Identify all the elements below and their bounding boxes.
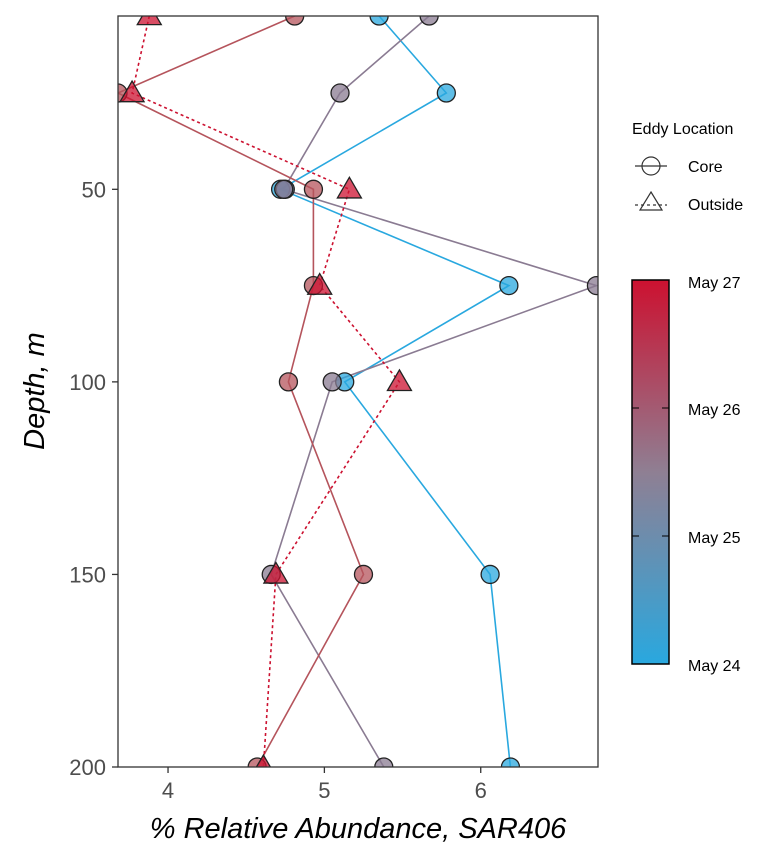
- data-point-circle: [330, 83, 350, 103]
- x-tick-label: 4: [162, 778, 174, 803]
- y-axis-title: Depth, m: [19, 332, 51, 450]
- colorbar-label-may27: May 27: [688, 275, 741, 292]
- data-point-circle: [586, 275, 598, 296]
- data-point-circle: [436, 83, 456, 103]
- data-point-circle: [369, 16, 389, 26]
- data-point-circle: [274, 179, 294, 199]
- data-point-circle: [500, 757, 521, 767]
- plot-border: [117, 15, 599, 768]
- data-point-circle: [303, 179, 324, 199]
- x-tick-label: 6: [475, 778, 487, 803]
- y-tick-label: 100: [69, 370, 106, 395]
- data-point-circle: [285, 16, 305, 26]
- data-point-circle: [353, 564, 374, 585]
- legend-key-outside: Outside: [635, 190, 743, 214]
- data-point-triangle: [336, 176, 363, 199]
- series-layer: [118, 16, 598, 767]
- legend-title: Eddy Location: [632, 121, 733, 138]
- y-axis-ticks: 50 100 150 200: [69, 177, 118, 780]
- data-point-circle: [419, 16, 439, 26]
- data-point-circle: [374, 757, 394, 767]
- data-point-triangle: [136, 16, 163, 26]
- data-point-circle: [278, 372, 299, 392]
- series-points: [118, 16, 598, 767]
- plot-panel: [118, 16, 598, 767]
- y-tick-label: 150: [69, 562, 106, 587]
- data-point-triangle: [386, 368, 413, 392]
- x-axis-title: % Relative Abundance, SAR406: [150, 813, 567, 845]
- data-point-circle: [499, 275, 519, 296]
- legend-key-core: Core: [635, 156, 723, 176]
- colorbar-label-may26: May 26: [688, 402, 741, 419]
- data-point-circle: [480, 564, 500, 585]
- colorbar-label-may25: May 25: [688, 530, 741, 547]
- y-tick-label: 200: [69, 755, 106, 780]
- shape-legend: Eddy Location Core Outside: [632, 121, 743, 214]
- color-legend: May 27 May 26 May 25 May 24: [631, 275, 741, 675]
- legend-outside-label: Outside: [688, 197, 743, 214]
- legend-outside-triangle-icon: [638, 190, 664, 211]
- data-point-triangle: [306, 272, 333, 295]
- legend-core-label: Core: [688, 159, 723, 176]
- colorbar: [631, 279, 670, 665]
- x-tick-label: 5: [318, 778, 330, 803]
- x-axis-ticks: 4 5 6: [162, 767, 487, 803]
- data-point-triangle: [255, 753, 272, 767]
- legend-core-circle-icon: [641, 156, 661, 176]
- data-point-triangle: [118, 79, 146, 103]
- data-point-triangle: [262, 561, 290, 584]
- data-point-circle: [322, 372, 342, 392]
- colorbar-label-may24: May 24: [688, 658, 741, 675]
- y-tick-label: 50: [82, 177, 106, 202]
